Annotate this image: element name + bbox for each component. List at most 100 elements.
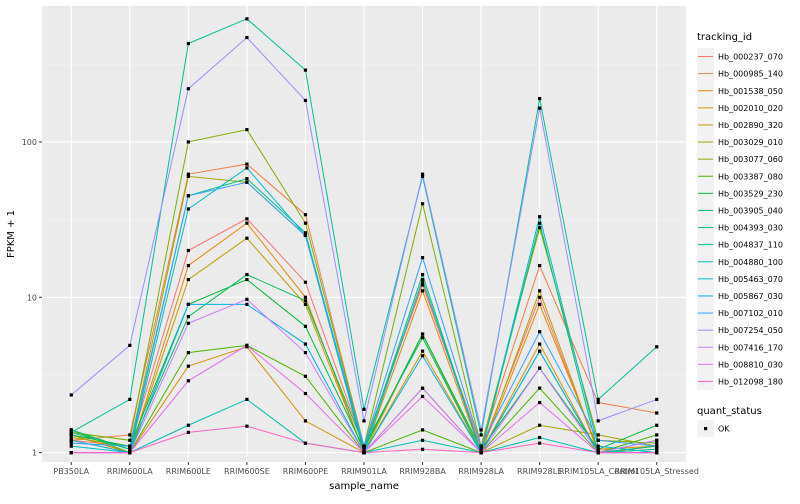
x-tick-label: RRIM105LA_Stressed [615, 467, 699, 476]
data-point [245, 17, 249, 21]
data-point [420, 332, 425, 336]
data-point [303, 441, 308, 445]
data-point [655, 433, 659, 437]
data-point [303, 98, 308, 103]
data-point [362, 407, 366, 411]
data-point [186, 207, 190, 211]
x-tick-label: RRIM600PE [283, 467, 329, 476]
data-point [479, 447, 483, 451]
data-point [655, 441, 659, 445]
data-point [186, 140, 190, 144]
data-point [420, 256, 425, 260]
data-point [538, 226, 542, 230]
legend-label: Hb_005867_030 [718, 292, 783, 301]
legend-label: Hb_003905_040 [718, 206, 783, 215]
data-point [420, 354, 425, 358]
legend-items: Hb_000237_070 Hb_000985_140 Hb_001538_050 H… [697, 48, 783, 390]
data-point [186, 302, 190, 306]
data-point [186, 174, 190, 178]
x-tick-label: RRIM928LA [458, 467, 504, 476]
data-point [420, 283, 425, 287]
data-point [596, 397, 600, 402]
data-point [538, 302, 542, 306]
data-point [420, 174, 425, 178]
data-point [538, 386, 542, 390]
data-point [596, 451, 600, 455]
data-point [303, 233, 308, 238]
legend-label: Hb_000985_140 [718, 70, 783, 79]
data-point [303, 419, 308, 423]
data-point [245, 217, 249, 221]
data-point [128, 343, 132, 347]
data-point [655, 447, 659, 451]
data-point [596, 447, 600, 451]
data-point [538, 97, 542, 101]
data-point [362, 451, 366, 455]
data-point [420, 289, 425, 293]
legend-label: Hb_003029_010 [718, 138, 783, 147]
data-point [596, 444, 600, 448]
data-point [362, 447, 366, 451]
data-point [245, 166, 249, 170]
data-point [303, 391, 308, 396]
data-point [479, 433, 483, 437]
data-point [186, 423, 190, 427]
x-tick-label: RRIM928LE [517, 467, 562, 476]
data-point [303, 342, 308, 346]
legend-label: Hb_008810_030 [718, 360, 783, 369]
x-tick-label: RRIM928BA [399, 467, 446, 476]
data-point [362, 419, 366, 423]
legend-label: Hb_007102_010 [718, 309, 783, 318]
data-point [538, 289, 542, 293]
data-point [245, 221, 249, 225]
shape-legend-label: OK [718, 425, 730, 434]
data-point [420, 447, 425, 451]
data-point [303, 68, 308, 72]
data-point [655, 397, 659, 402]
data-point [186, 321, 190, 325]
data-point [245, 177, 249, 181]
data-point [303, 231, 308, 235]
data-point [655, 423, 659, 427]
data-point [420, 335, 425, 340]
points-layer [69, 17, 659, 455]
data-point [186, 277, 190, 282]
data-point [303, 213, 308, 217]
data-point [186, 194, 190, 198]
data-point [128, 447, 132, 451]
data-point [186, 172, 190, 176]
shape-legend-symbol [704, 426, 708, 431]
legend-title: tracking_id [697, 32, 752, 43]
data-point [186, 41, 190, 46]
data-point [420, 280, 425, 284]
legend-label: Hb_002890_320 [718, 121, 783, 130]
data-point [420, 438, 425, 442]
data-point [479, 451, 483, 455]
data-point [596, 438, 600, 442]
data-point [69, 430, 73, 434]
data-point [655, 438, 659, 442]
data-point [303, 374, 308, 378]
data-point [420, 349, 425, 353]
data-point [538, 435, 542, 440]
data-point [186, 248, 190, 253]
data-point [303, 351, 308, 355]
data-point [69, 438, 73, 442]
data-point [596, 400, 600, 405]
data-point [538, 441, 542, 445]
data-point [538, 423, 542, 427]
data-point [245, 272, 249, 277]
data-point [362, 444, 366, 448]
data-point [245, 180, 249, 184]
data-point [245, 162, 249, 166]
data-point [538, 349, 542, 353]
data-point [186, 364, 190, 368]
x-tick-label: RRIM901LA [341, 467, 387, 476]
x-tick-label: RRIM600SE [224, 467, 270, 476]
legend-label: Hb_001538_050 [718, 87, 783, 96]
data-point [303, 221, 308, 225]
data-point [303, 280, 308, 284]
data-point [538, 221, 542, 225]
data-point [420, 428, 425, 432]
